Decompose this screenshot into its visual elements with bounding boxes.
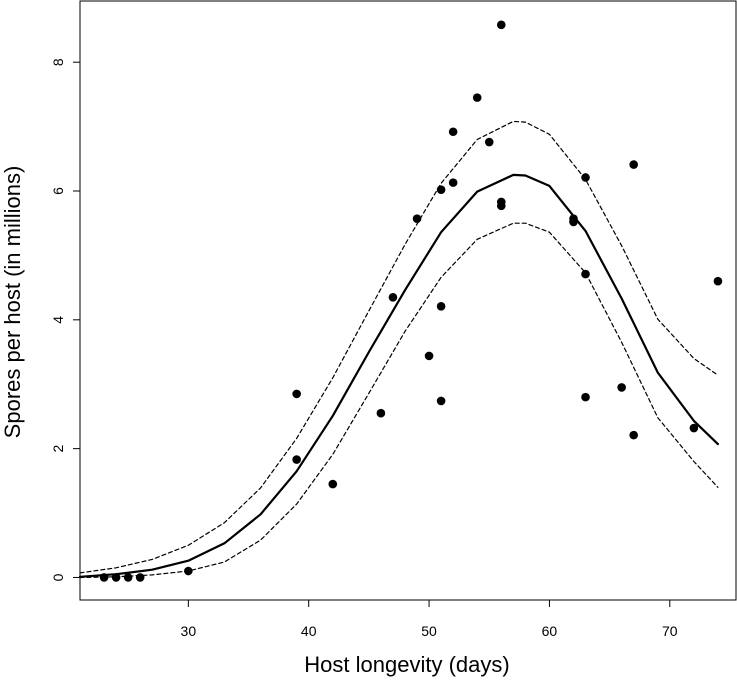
y-tick-label: 0 [50, 573, 66, 581]
y-tick-label: 8 [50, 58, 66, 66]
scatter-point [496, 201, 506, 211]
x-axis-title: Host longevity (days) [304, 652, 509, 677]
fitted-curve-line [78, 173, 719, 578]
scatter-point [111, 573, 121, 582]
y-axis: 0 2 4 6 8 [50, 58, 80, 581]
scatter-point [412, 214, 422, 224]
scatter-point [436, 185, 446, 195]
scatter-point [184, 566, 193, 576]
scatter-point [436, 396, 446, 406]
x-tick-label: 50 [421, 623, 437, 639]
scatter-point [484, 137, 494, 147]
x-axis: 30 40 50 60 70 [181, 600, 678, 639]
confidence-band-line [79, 120, 719, 574]
scatter-point [629, 160, 638, 169]
scatter-point [569, 217, 578, 227]
scatter-point [292, 389, 301, 399]
scatter-point [376, 408, 386, 418]
confidence-band-line [79, 222, 719, 579]
scatter-point [328, 479, 338, 489]
x-tick-label: 40 [301, 623, 317, 639]
scatter-point [135, 573, 145, 582]
scatter-point [123, 573, 133, 582]
scatter-point [713, 276, 723, 286]
scatter-point [617, 383, 626, 392]
x-tick-label: 60 [542, 623, 558, 639]
scatter-point [99, 573, 109, 582]
scatter-point [436, 301, 446, 311]
scatter-point [581, 173, 590, 182]
plot-frame [79, 0, 737, 601]
scatter-point [496, 20, 506, 30]
y-tick-label: 6 [50, 187, 66, 195]
scatter-point [581, 392, 590, 402]
scatter-point [472, 93, 482, 102]
x-tick-label: 30 [181, 623, 197, 639]
scatter-point [292, 455, 301, 464]
scatter-point [424, 351, 434, 361]
fitted-curves [78, 120, 719, 579]
scatter-point [388, 292, 398, 302]
scatter-point [689, 423, 699, 433]
scatter-point [629, 430, 638, 440]
scatter-point [448, 127, 458, 137]
scatter-point [581, 269, 590, 279]
y-axis-title: Spores per host (in millions) [0, 166, 25, 439]
x-tick-label: 70 [662, 623, 678, 639]
data-points [99, 20, 723, 582]
scatter-point [448, 178, 458, 187]
y-tick-label: 2 [50, 445, 66, 453]
y-tick-label: 4 [50, 316, 66, 324]
